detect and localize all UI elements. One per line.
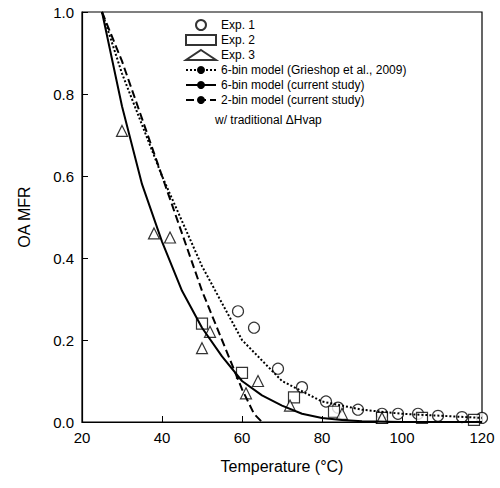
svg-text:6-bin model (current study): 6-bin model (current study) <box>221 78 364 92</box>
svg-text:0.0: 0.0 <box>53 414 74 431</box>
svg-text:Temperature (°C): Temperature (°C) <box>221 458 344 475</box>
svg-text:Exp. 1: Exp. 1 <box>221 18 255 32</box>
svg-text:2-bin model (current study): 2-bin model (current study) <box>221 93 364 107</box>
svg-text:100: 100 <box>389 429 414 446</box>
svg-text:40: 40 <box>154 429 171 446</box>
svg-text:w/ traditional ΔHvap: w/ traditional ΔHvap <box>214 113 322 127</box>
svg-text:OA MFR: OA MFR <box>16 186 33 247</box>
svg-text:20: 20 <box>74 429 91 446</box>
svg-text:60: 60 <box>234 429 251 446</box>
svg-text:0.6: 0.6 <box>53 168 74 185</box>
svg-text:Exp. 2: Exp. 2 <box>221 33 255 47</box>
svg-text:1.0: 1.0 <box>53 4 74 21</box>
svg-text:0.4: 0.4 <box>53 250 74 267</box>
svg-text:0.8: 0.8 <box>53 86 74 103</box>
svg-text:0.2: 0.2 <box>53 332 74 349</box>
svg-text:80: 80 <box>314 429 331 446</box>
svg-text:Exp. 3: Exp. 3 <box>221 48 255 62</box>
svg-text:6-bin model (Grieshop et al.,: 6-bin model (Grieshop et al., 2009) <box>221 63 406 77</box>
svg-text:120: 120 <box>469 429 494 446</box>
